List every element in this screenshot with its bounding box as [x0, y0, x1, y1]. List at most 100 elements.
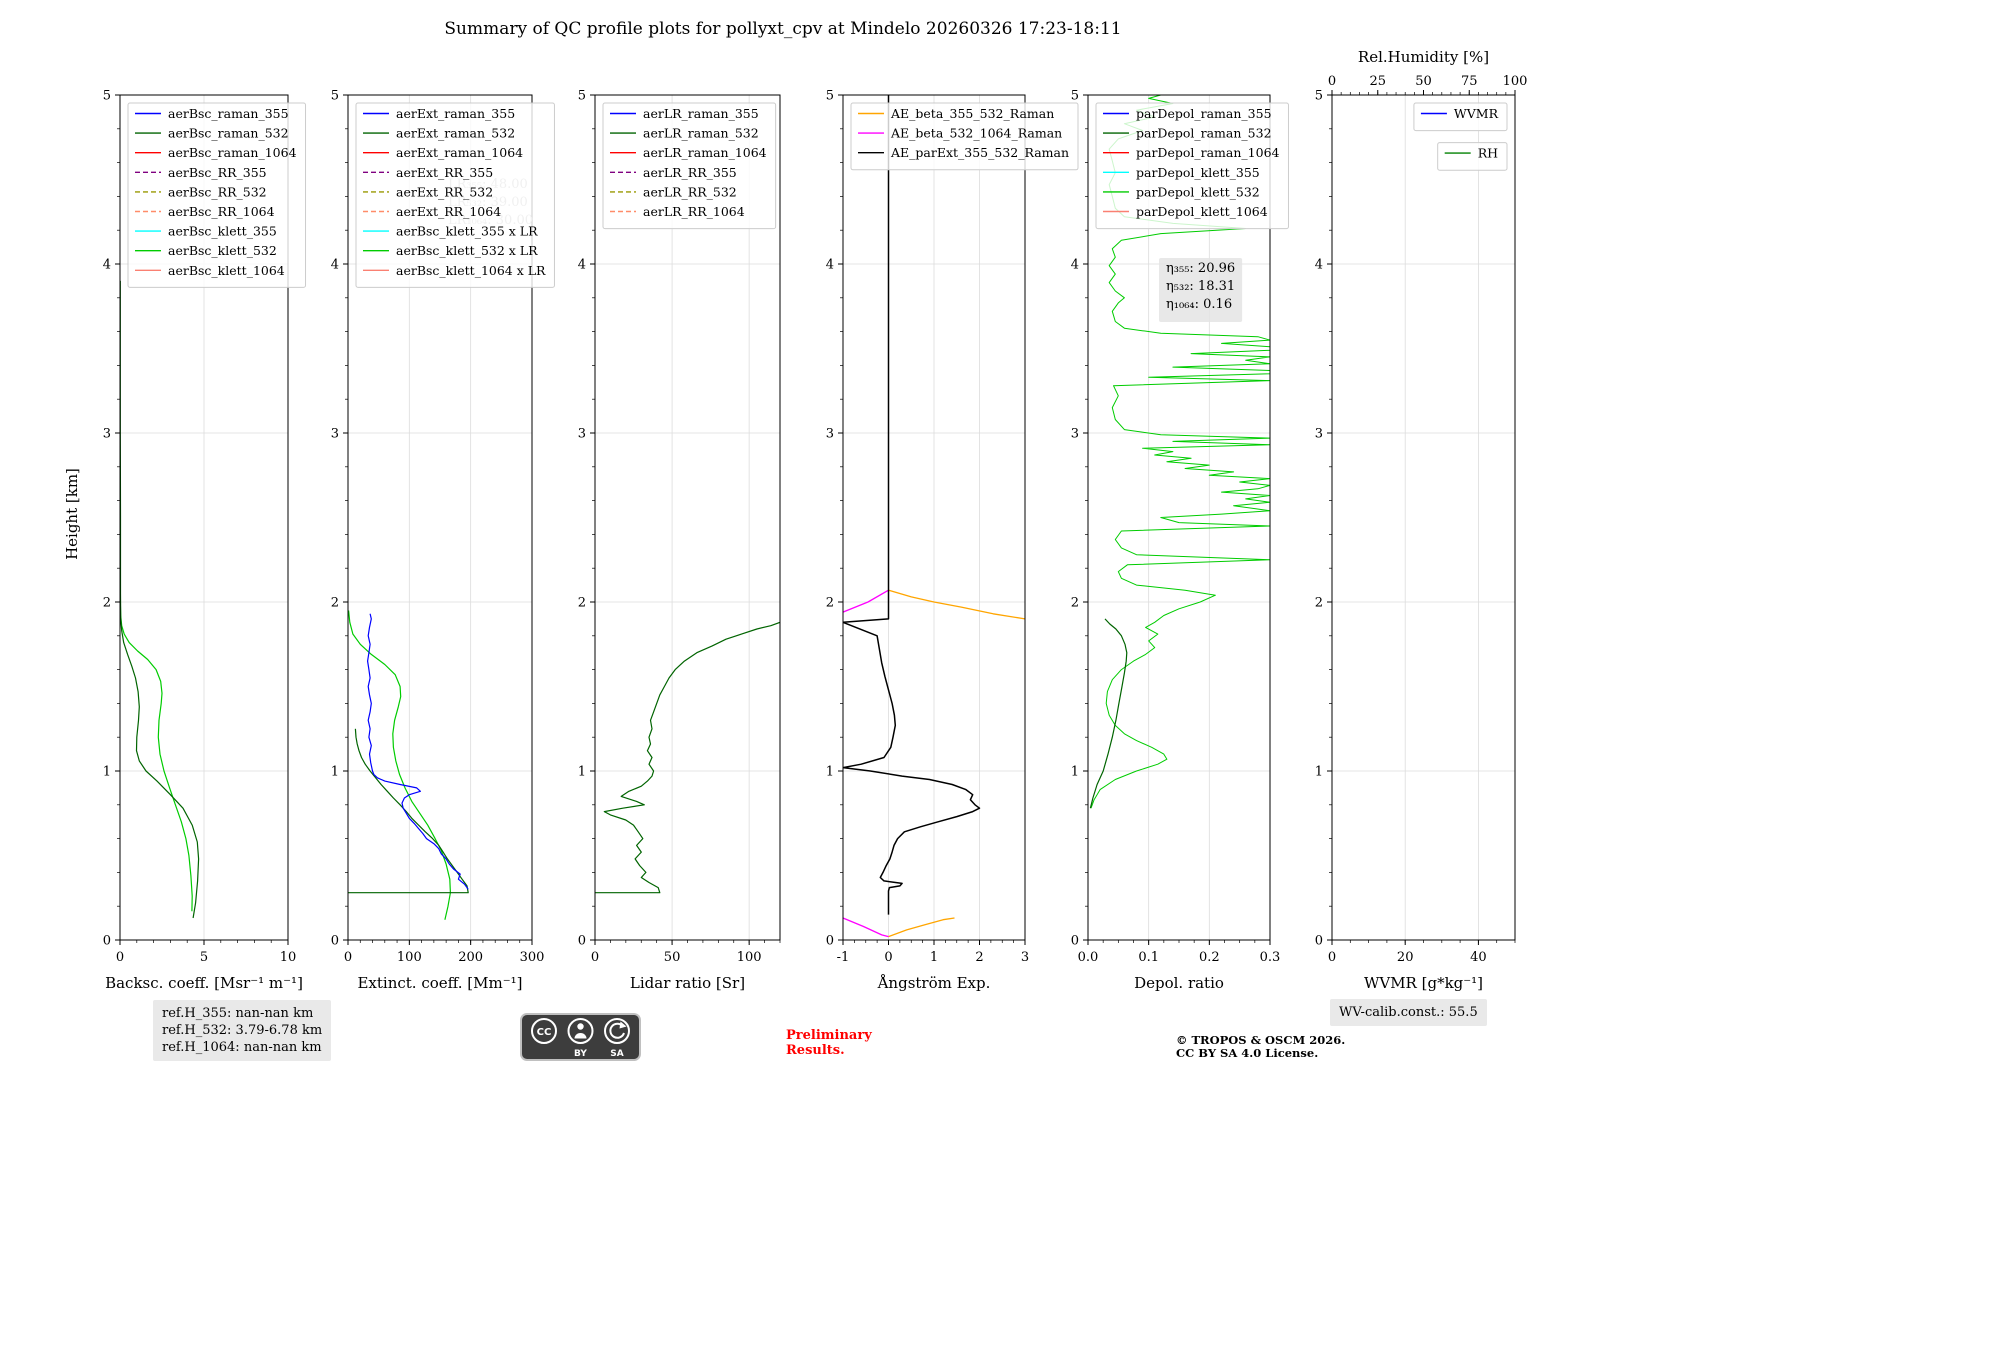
svg-text:0: 0	[1328, 74, 1336, 89]
svg-text:3: 3	[103, 427, 111, 442]
svg-text:5: 5	[331, 89, 339, 104]
legend	[127, 102, 307, 288]
svg-text:2: 2	[578, 596, 586, 611]
svg-text:0: 0	[331, 934, 339, 949]
svg-text:0.0: 0.0	[1078, 950, 1099, 965]
svg-text:0.1: 0.1	[1138, 950, 1159, 965]
svg-text:aerExt_RR_532: aerExt_RR_532	[396, 184, 493, 199]
copyright-line-2: CC BY SA 4.0 License.	[1176, 1046, 1319, 1060]
cc-sa-label: SA	[610, 1049, 623, 1059]
series-AE_beta_532_1064_Raman_lower	[843, 917, 889, 938]
svg-text:η₅₃₂: 18.31: η₅₃₂: 18.31	[1166, 279, 1235, 294]
svg-text:RH: RH	[1478, 146, 1498, 161]
series-AE_parExt_355_532_Raman	[843, 95, 981, 915]
xlabel-wvmr: WVMR [g*kg⁻¹]	[1364, 974, 1483, 992]
panel-depol-ratio: 0.0 0.1 0.2 0.3 0 1 2 3 4 5 Depol. ratio η₃₅₅: 20.9…	[1071, 89, 1289, 992]
svg-text:aerExt_RR_355: aerExt_RR_355	[396, 165, 493, 180]
xlabel-extinction: Extinct. coeff. [Mm⁻¹]	[357, 974, 522, 992]
svg-text:parDepol_klett_355: parDepol_klett_355	[1136, 165, 1260, 180]
svg-text:5: 5	[1071, 89, 1079, 104]
legend	[602, 102, 777, 230]
series-aerBsc_klett_532	[120, 601, 193, 912]
copyright-line-1: © TROPOS & OSCM 2026.	[1176, 1033, 1346, 1047]
svg-text:4: 4	[1071, 258, 1079, 273]
ref-height-355: ref.H_355: nan-nan km	[162, 1006, 314, 1021]
preliminary-line-2: Results.	[786, 1043, 845, 1058]
svg-text:aerBsc_RR_355: aerBsc_RR_355	[168, 165, 267, 180]
top-xlabel-wvmr: Rel.Humidity [%]	[1358, 48, 1489, 66]
xlabel-angstroem: Ångström Exp.	[877, 974, 991, 992]
svg-text:50: 50	[1415, 74, 1432, 89]
series-aerExt_raman_532	[348, 728, 469, 894]
svg-text:aerExt_raman_1064: aerExt_raman_1064	[396, 145, 523, 160]
plot-frame	[1331, 94, 1516, 941]
person-icon	[567, 1018, 594, 1044]
svg-text:4: 4	[1315, 258, 1323, 273]
svg-text:1: 1	[103, 765, 111, 780]
svg-text:3: 3	[1315, 427, 1323, 442]
svg-text:parDepol_raman_1064: parDepol_raman_1064	[1136, 145, 1280, 160]
svg-text:AE_beta_355_532_Raman: AE_beta_355_532_Raman	[890, 106, 1054, 121]
figure-title: Summary of QC profile plots for pollyxt_…	[444, 19, 1122, 39]
svg-text:0: 0	[578, 934, 586, 949]
svg-text:parDepol_klett_532: parDepol_klett_532	[1136, 184, 1260, 199]
svg-text:10: 10	[280, 950, 297, 965]
svg-text:0: 0	[884, 950, 892, 965]
svg-text:η₃₅₅: 20.96: η₃₅₅: 20.96	[1166, 261, 1235, 276]
svg-text:5: 5	[578, 89, 586, 104]
svg-text:aerExt_RR_1064: aerExt_RR_1064	[396, 204, 501, 219]
svg-text:aerBsc_klett_532: aerBsc_klett_532	[168, 243, 277, 258]
svg-text:4: 4	[578, 258, 586, 273]
svg-text:5: 5	[200, 950, 208, 965]
svg-text:aerBsc_klett_1064 x LR: aerBsc_klett_1064 x LR	[396, 263, 546, 278]
svg-text:3: 3	[578, 427, 586, 442]
svg-text:parDepol_raman_355: parDepol_raman_355	[1136, 106, 1272, 121]
svg-text:aerBsc_raman_1064: aerBsc_raman_1064	[168, 145, 297, 160]
ref-height-note: ref.H_355: nan-nan km ref.H_532: 3.79-6.…	[153, 1000, 332, 1061]
xlabel-lidar-ratio: Lidar ratio [Sr]	[630, 974, 745, 992]
svg-text:aerLR_raman_1064: aerLR_raman_1064	[643, 145, 767, 160]
ref-height-532: ref.H_532: 3.79-6.78 km	[162, 1023, 323, 1038]
svg-text:100: 100	[1503, 74, 1528, 89]
svg-text:5: 5	[1315, 89, 1323, 104]
svg-text:0: 0	[591, 950, 599, 965]
share-alike-icon	[604, 1018, 630, 1044]
svg-text:2: 2	[1315, 596, 1323, 611]
series-AE_beta_355_532_Raman_lower	[888, 917, 955, 938]
svg-text:0.2: 0.2	[1199, 950, 1220, 965]
series-parDepol_raman_532	[1089, 618, 1128, 809]
svg-text:4: 4	[826, 258, 834, 273]
svg-text:parDepol_raman_532: parDepol_raman_532	[1136, 126, 1272, 141]
svg-text:aerBsc_raman_532: aerBsc_raman_532	[168, 126, 289, 141]
svg-text:aerExt_raman_532: aerExt_raman_532	[396, 126, 515, 141]
svg-text:0: 0	[1071, 934, 1079, 949]
panel-backscatter: 0 5 10 0 1 2 3 4 5 Backsc. coeff. [Msr⁻¹ m⁻¹] aerB…	[103, 89, 307, 992]
svg-text:1: 1	[826, 765, 834, 780]
svg-text:AE_parExt_355_532_Raman: AE_parExt_355_532_Raman	[890, 145, 1069, 160]
svg-text:40: 40	[1470, 950, 1487, 965]
panel-wvmr: 0 20 40 0 1 2 3 4 5 WVMR [g*kg⁻¹] 0 25 50 75 100 Rel.Hu…	[1315, 48, 1528, 992]
svg-text:0: 0	[826, 934, 834, 949]
svg-text:aerLR_raman_532: aerLR_raman_532	[643, 126, 759, 141]
xlabel-backscatter: Backsc. coeff. [Msr⁻¹ m⁻¹]	[105, 974, 303, 992]
legend	[850, 102, 1079, 171]
svg-text:20: 20	[1397, 950, 1414, 965]
svg-text:1: 1	[578, 765, 586, 780]
svg-text:0: 0	[1328, 950, 1336, 965]
svg-text:4: 4	[103, 258, 111, 273]
legend	[1413, 102, 1508, 132]
svg-text:1: 1	[930, 950, 938, 965]
cc-badge-graphic: CC BY SA	[531, 1018, 630, 1059]
svg-text:-1: -1	[837, 950, 850, 965]
svg-text:200: 200	[458, 950, 483, 965]
svg-text:η₁₀₆₄: 0.16: η₁₀₆₄: 0.16	[1166, 297, 1232, 312]
svg-text:2: 2	[1071, 596, 1079, 611]
svg-text:4: 4	[331, 258, 339, 273]
series-aerExt_raman_355	[367, 613, 469, 890]
svg-text:aerBsc_klett_355: aerBsc_klett_355	[168, 224, 277, 239]
cc-icon	[531, 1018, 557, 1044]
svg-text:25: 25	[1369, 74, 1386, 89]
ref-height-1064: ref.H_1064: nan-nan km	[162, 1040, 322, 1055]
